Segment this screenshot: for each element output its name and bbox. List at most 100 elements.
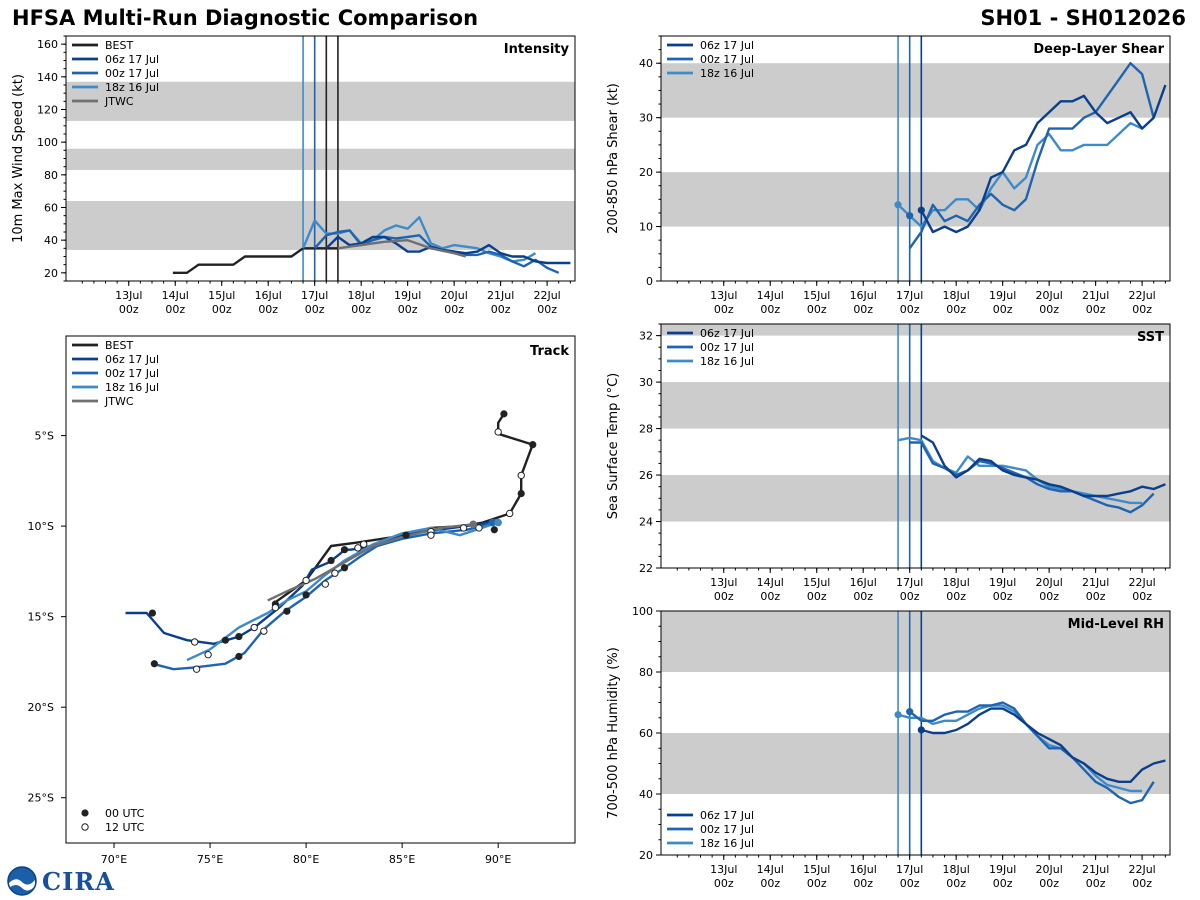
x-tick-label: 00z: [1086, 303, 1106, 316]
track-point-12utc: [321, 580, 330, 588]
series-line-jtwc: [337, 238, 467, 258]
threshold-band: [661, 611, 1170, 672]
y-tick-label: 120: [37, 104, 58, 117]
x-tick-label: 21Jul: [487, 289, 514, 302]
x-tick-label: 17Jul: [896, 863, 923, 876]
track-point-12utc: [192, 665, 201, 673]
y-tick-label: 20: [639, 849, 653, 862]
track-panel: 70°E 75°E 80°E 85°E 90°E 5°S 10°S 15°S 20°S 25°S T…: [28, 335, 576, 866]
x-tick-label: 00z: [853, 303, 873, 316]
legend-label: 06z 17 Jul: [700, 809, 754, 822]
x-tick-label: 21Jul: [1082, 576, 1109, 589]
x-tick-label: 00z: [993, 590, 1013, 603]
track-point-00utc: [327, 556, 335, 565]
marker-legend-12utc-symbol: [81, 823, 89, 831]
y-tick-label: 5°S: [35, 430, 54, 443]
legend-label: JTWC: [104, 395, 134, 408]
x-tick-label: 16Jul: [850, 576, 877, 589]
x-tick-label: 18Jul: [348, 289, 375, 302]
y-tick-label: 20°S: [28, 701, 54, 714]
track-point-00utc: [221, 636, 230, 644]
x-tick-label: 15Jul: [803, 863, 830, 876]
legend-label: 06z 17 Jul: [105, 353, 159, 366]
x-tick-label: 18Jul: [943, 289, 970, 302]
track-point-12utc: [475, 524, 483, 532]
legend-label: 06z 17 Jul: [105, 53, 159, 66]
track-point-00utc: [340, 564, 349, 572]
x-tick-label: 13Jul: [710, 863, 737, 876]
x-tick-label: 20Jul: [1036, 576, 1063, 589]
x-tick-label: 00z: [714, 303, 734, 316]
y-tick-label: 140: [37, 71, 58, 84]
threshold-band: [661, 733, 1170, 794]
x-tick-label: 00z: [900, 590, 920, 603]
x-tick-label: 00z: [1039, 303, 1059, 316]
x-tick-label: 00z: [900, 303, 920, 316]
x-tick-label: 00z: [305, 303, 325, 316]
cira-logo: CIRA: [6, 866, 115, 896]
x-tick-label: 22Jul: [1128, 863, 1155, 876]
track-point-00utc: [235, 632, 243, 641]
panel-title: SST: [1137, 330, 1164, 345]
legend-label: 00z 17 Jul: [700, 823, 754, 836]
y-tick-label: 80: [44, 169, 58, 182]
x-tick-label: 00z: [807, 303, 827, 316]
x-tick-label: 14Jul: [162, 289, 189, 302]
series-line-06z-17-jul: [920, 84, 1167, 234]
x-tick-label: 00z: [946, 590, 966, 603]
storm-id-title: SH01 - SH012026: [980, 6, 1186, 30]
legend-label: BEST: [105, 339, 133, 352]
marker-legend-00utc-symbol: [81, 809, 89, 817]
init-point-marker: [894, 201, 902, 209]
threshold-band: [661, 475, 1170, 522]
track-point-00utc: [148, 609, 157, 617]
legend-label: BEST: [105, 39, 133, 52]
threshold-band: [66, 81, 575, 121]
x-tick-label: 13Jul: [710, 289, 737, 302]
legend-label: 00z 17 Jul: [105, 67, 159, 80]
x-tick-label: 00z: [398, 303, 418, 316]
track-point-12utc: [250, 623, 258, 632]
legend-label: 18z 16 Jul: [105, 81, 159, 94]
track-point-00utc: [402, 531, 410, 539]
track-point-12utc: [494, 428, 502, 436]
x-tick-label: 00z: [993, 877, 1013, 890]
figure-title: HFSA Multi-Run Diagnostic Comparison: [12, 6, 479, 30]
x-tick-label: 80°E: [293, 853, 319, 866]
x-tick-label: 17Jul: [896, 576, 923, 589]
x-tick-label: 00z: [1086, 877, 1106, 890]
track-point-00utc: [302, 591, 310, 599]
track-line-18z-16-jul: [186, 521, 499, 662]
x-tick-label: 00z: [760, 877, 780, 890]
track-point-00utc: [529, 441, 537, 449]
x-tick-label: 00z: [946, 303, 966, 316]
series-line-18z-16-jul: [897, 121, 1143, 228]
x-tick-label: 90°E: [485, 853, 511, 866]
x-tick-label: 19Jul: [989, 863, 1016, 876]
panel-title: Deep-Layer Shear: [1033, 42, 1164, 57]
track-point-init: [488, 518, 497, 527]
y-axis-title: Sea Surface Temp (°C): [606, 373, 621, 520]
intensity-panel: 2040608010012014016013Jul00z14Jul00z15Ju…: [11, 35, 576, 316]
x-tick-label: 00z: [444, 303, 464, 316]
y-tick-label: 20: [639, 166, 653, 179]
rh-panel: 2040608010013Jul00z14Jul00z15Jul00z16Jul…: [606, 605, 1171, 890]
x-tick-label: 16Jul: [850, 289, 877, 302]
track-point-12utc: [517, 471, 525, 480]
series-line-best: [172, 247, 338, 274]
track-point-12utc: [271, 603, 280, 612]
x-tick-label: 00z: [900, 877, 920, 890]
y-tick-label: 15°S: [28, 611, 54, 624]
x-tick-label: 19Jul: [989, 289, 1016, 302]
track-point-00utc: [283, 607, 291, 615]
track-point-00utc: [500, 410, 508, 418]
x-tick-label: 00z: [1132, 303, 1152, 316]
x-tick-label: 00z: [853, 877, 873, 890]
x-tick-label: 00z: [807, 877, 827, 890]
track-point-00utc: [517, 489, 525, 498]
noaa-globe-icon: [7, 866, 37, 896]
x-tick-label: 22Jul: [533, 289, 560, 302]
panel-title: Intensity: [504, 42, 570, 57]
threshold-band: [661, 172, 1170, 227]
